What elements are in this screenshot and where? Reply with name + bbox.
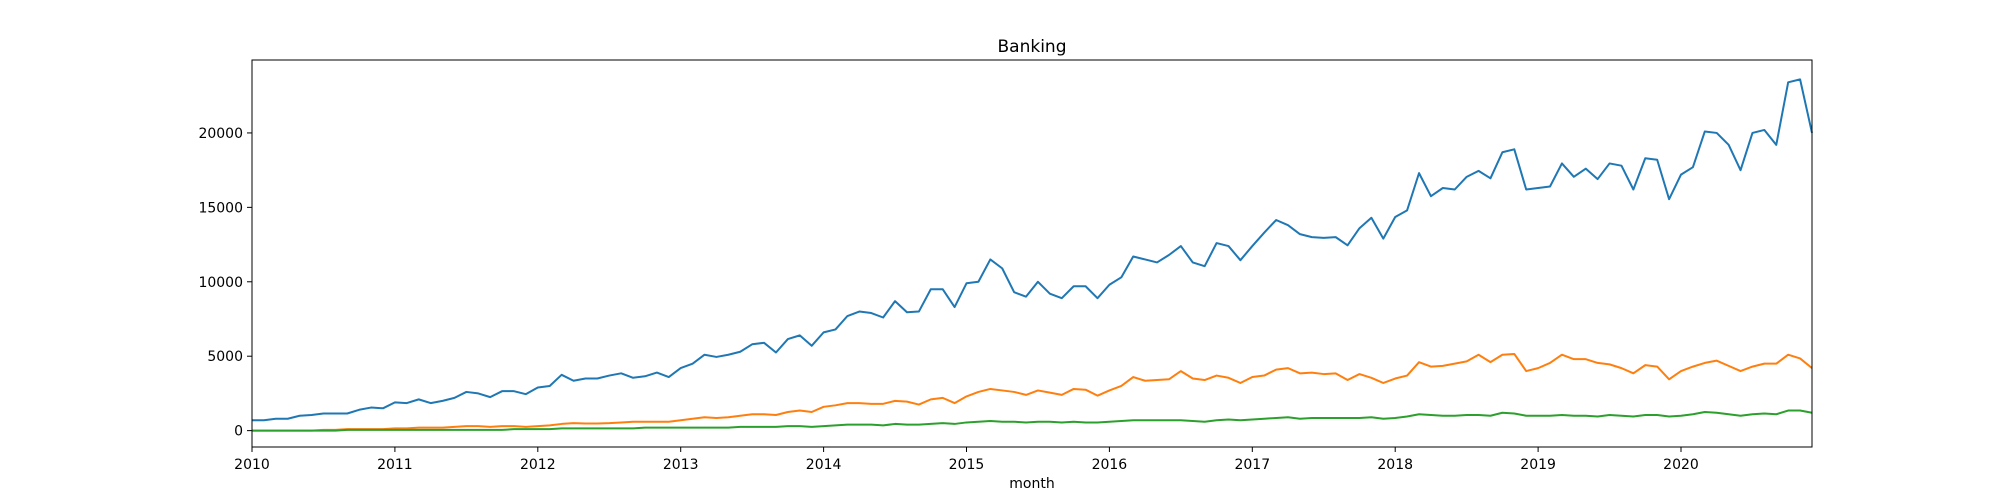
y-tick-label: 20000 (198, 126, 243, 142)
y-axis: 0 5000 10000 15000 20000 (198, 126, 252, 440)
y-tick-label: 5000 (207, 349, 243, 365)
x-axis: 2010 2011 2012 2013 2014 2015 2016 2017 2018 2019… (234, 447, 1699, 473)
x-tick-label: 2017 (1234, 457, 1270, 473)
plot-frame (251, 59, 1813, 448)
x-tick-label: 2013 (663, 457, 699, 473)
y-tick-label: 10000 (198, 275, 243, 291)
series-line-1 (252, 78, 1813, 422)
x-tick-label: 2014 (806, 457, 842, 473)
chart-title: Banking (998, 37, 1067, 57)
y-tick-label: 0 (234, 424, 243, 440)
x-axis-label: month (1009, 476, 1054, 492)
series-line-3 (252, 409, 1813, 432)
x-tick-label: 2020 (1663, 457, 1699, 473)
x-tick-label: 2012 (520, 457, 556, 473)
x-tick-label: 2019 (1520, 457, 1556, 473)
series-line-2 (252, 352, 1813, 432)
x-tick-label: 2018 (1377, 457, 1413, 473)
x-tick-label: 2015 (949, 457, 985, 473)
y-tick-label: 15000 (198, 200, 243, 216)
x-tick-label: 2011 (377, 457, 413, 473)
x-tick-label: 2010 (234, 457, 270, 473)
x-tick-label: 2016 (1092, 457, 1128, 473)
series-layer (252, 78, 1813, 432)
